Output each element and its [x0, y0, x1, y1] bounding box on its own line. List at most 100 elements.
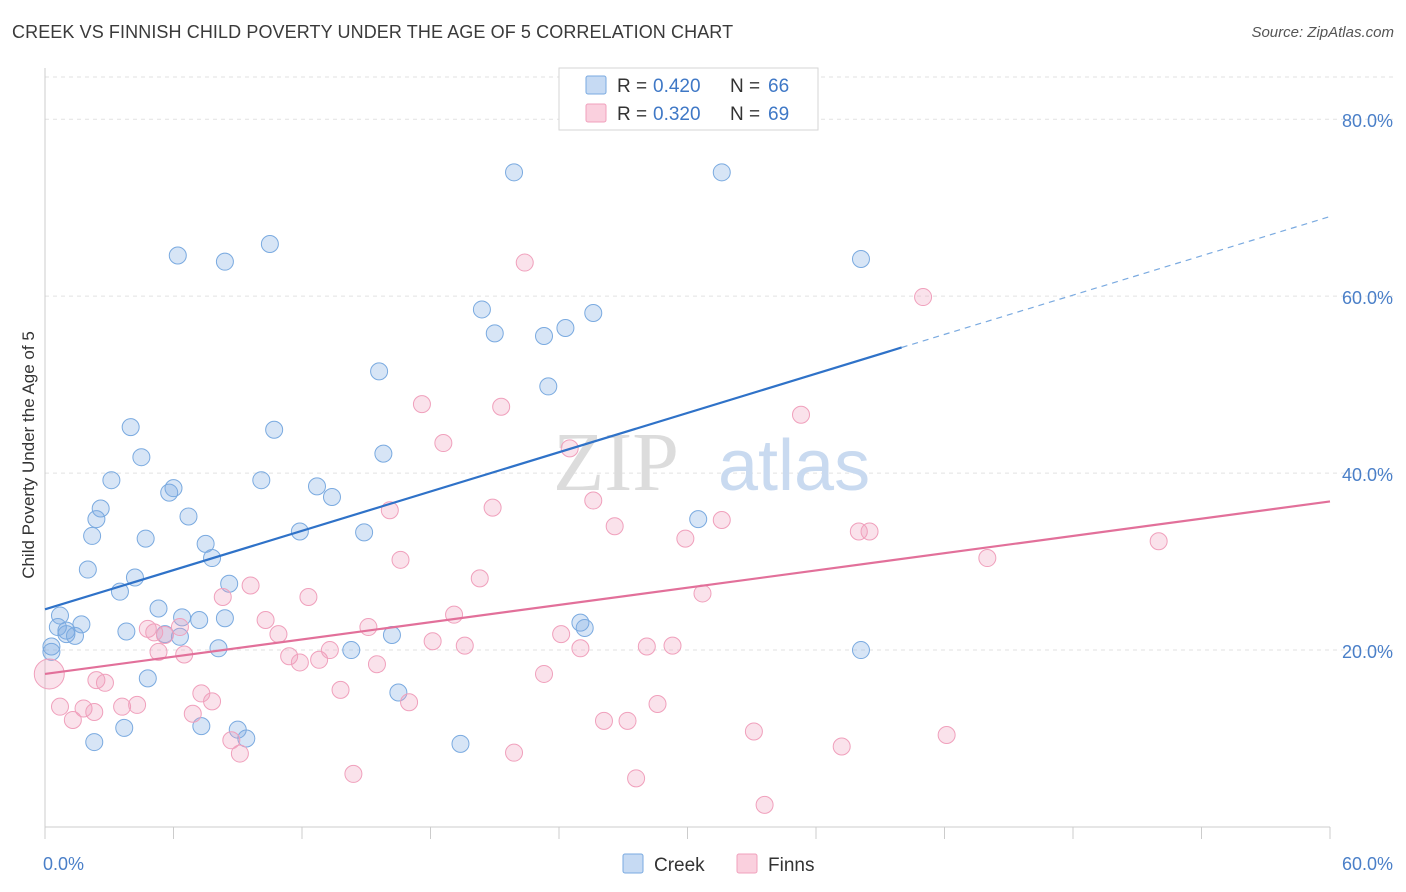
finns-point — [434, 434, 453, 453]
creek-point — [712, 163, 731, 182]
finns-point — [344, 764, 363, 783]
finns-point — [792, 405, 811, 424]
creek-point — [535, 326, 554, 345]
bottom-legend-finns: Finns — [768, 855, 814, 876]
creek-point — [87, 510, 106, 529]
creek-point — [190, 610, 209, 629]
finns-point — [423, 632, 442, 651]
finns-point — [637, 637, 656, 656]
creek-point — [260, 234, 279, 253]
finns-point — [170, 618, 189, 637]
creek-point — [237, 729, 256, 748]
creek-point — [215, 609, 234, 628]
creek-point — [91, 499, 110, 518]
finns-point — [571, 639, 590, 658]
creek-point — [505, 163, 524, 182]
creek-point — [342, 641, 361, 660]
creek-point — [125, 568, 144, 587]
finns-point — [269, 625, 288, 644]
creek-point — [138, 669, 157, 688]
finns-point — [359, 618, 378, 637]
finns-point — [222, 731, 241, 750]
y-axis-label: Child Poverty Under the Age of 5 — [19, 331, 38, 579]
creek-point — [179, 507, 198, 526]
legend-r-label-2: R = — [617, 104, 647, 125]
creek-point — [132, 448, 151, 467]
watermark: ZIP atlas — [553, 416, 870, 509]
finns-point — [648, 695, 667, 714]
creek-point — [252, 471, 271, 490]
source-label: Source: ZipAtlas.com — [1251, 24, 1394, 41]
finns-point — [676, 529, 695, 548]
creek-trend-extension — [901, 215, 1331, 349]
creek-point — [121, 418, 140, 437]
finns-point — [552, 625, 571, 644]
finns-point — [299, 587, 318, 606]
finns-point — [74, 699, 93, 718]
axes — [44, 68, 1331, 839]
finns-point — [149, 642, 168, 661]
finns-point — [505, 743, 524, 762]
creek-point — [851, 641, 870, 660]
finns-point — [155, 626, 174, 645]
finns-point — [241, 576, 260, 595]
finns-points — [33, 253, 1168, 814]
finns-point — [213, 587, 232, 606]
series-legend: Creek Finns — [622, 853, 814, 876]
finns-point — [605, 517, 624, 536]
finns-point — [515, 253, 534, 272]
legend-r-value-2: 0.320 — [653, 104, 701, 125]
finns-point — [412, 395, 431, 414]
creek-point — [370, 362, 389, 381]
finns-point — [290, 653, 309, 672]
finns-point — [744, 722, 763, 741]
finns-point — [256, 610, 275, 629]
finns-point — [914, 288, 933, 307]
creek-point — [209, 639, 228, 658]
creek-point — [149, 599, 168, 618]
creek-point — [115, 718, 134, 737]
legend-n-value-2: 69 — [768, 104, 789, 125]
finns-point — [584, 491, 603, 510]
finns-point — [85, 702, 104, 721]
x-tick-min: 0.0% — [43, 854, 84, 874]
finns-trend-line — [44, 500, 1331, 676]
finns-point — [1149, 532, 1168, 551]
watermark-atlas: atlas — [718, 426, 870, 506]
creek-point — [102, 471, 121, 490]
creek-point — [265, 420, 284, 439]
finns-point — [128, 695, 147, 714]
y-tick-label-2: 60.0% — [1342, 288, 1393, 308]
creek-point — [556, 319, 575, 338]
y-tick-label-1: 40.0% — [1342, 465, 1393, 485]
finns-point — [183, 704, 202, 723]
watermark-zip: ZIP — [553, 416, 679, 509]
creek-point — [42, 637, 61, 656]
creek-point — [65, 626, 84, 645]
legend-swatch-finns — [585, 103, 607, 123]
finns-point — [712, 511, 731, 530]
finns-point — [320, 641, 339, 660]
creek-point — [374, 444, 393, 463]
finns-point — [627, 769, 646, 788]
creek-point — [851, 250, 870, 269]
finns-point — [145, 623, 164, 642]
finns-point — [860, 522, 879, 541]
finns-point — [832, 737, 851, 756]
finns-point — [203, 692, 222, 711]
creek-point — [575, 618, 594, 637]
creek-point — [192, 717, 211, 736]
creek-point — [355, 523, 374, 542]
finns-point — [50, 697, 69, 716]
creek-point — [322, 488, 341, 507]
creek-point — [85, 733, 104, 752]
finns-point — [113, 697, 132, 716]
finns-point — [594, 711, 613, 730]
finns-point — [367, 655, 386, 674]
gridlines — [45, 76, 1393, 651]
creek-point — [220, 574, 239, 593]
finns-point — [455, 636, 474, 655]
creek-point — [72, 615, 91, 634]
finns-point — [483, 498, 502, 517]
finns-point — [849, 522, 868, 541]
